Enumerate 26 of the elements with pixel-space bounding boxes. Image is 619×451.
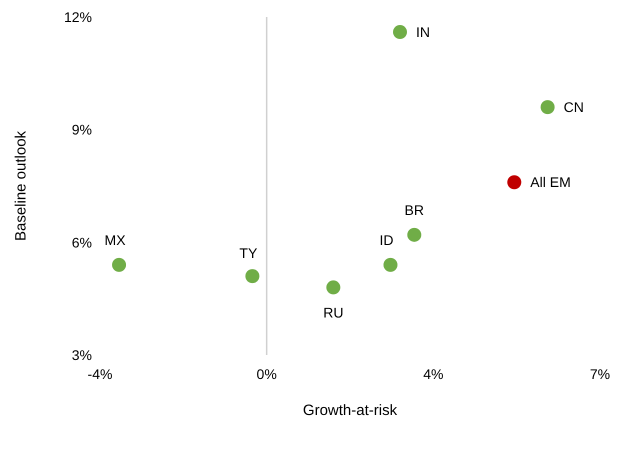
annotation: RU [323, 304, 344, 320]
point [407, 228, 422, 242]
annotation: BR [404, 202, 424, 218]
annotation: CN [564, 99, 584, 116]
x-tick-label: -4% [88, 366, 112, 382]
point [383, 258, 398, 272]
point [393, 25, 407, 40]
annotation: IN [416, 24, 430, 40]
x-tick-label: 4% [423, 366, 444, 382]
y-tick-label: 9% [72, 122, 92, 138]
point [245, 269, 260, 284]
x-tick-label: 7% [590, 366, 610, 382]
point [112, 258, 126, 272]
point [540, 100, 555, 114]
point [507, 175, 522, 190]
annotation: All EM [530, 174, 571, 190]
y-tick-label: 12% [64, 8, 92, 25]
y-tick-label: 6% [72, 234, 92, 250]
annotation: MX [104, 232, 126, 248]
y-tick-label: 3% [72, 346, 92, 363]
annotation: TY [239, 245, 258, 262]
x-tick-label: 0% [256, 366, 277, 382]
x-axis-title: Growth-at-risk [302, 402, 398, 419]
point [326, 280, 340, 294]
y-axis-title: Baseline outlook [12, 130, 30, 242]
annotation: ID [379, 232, 394, 248]
